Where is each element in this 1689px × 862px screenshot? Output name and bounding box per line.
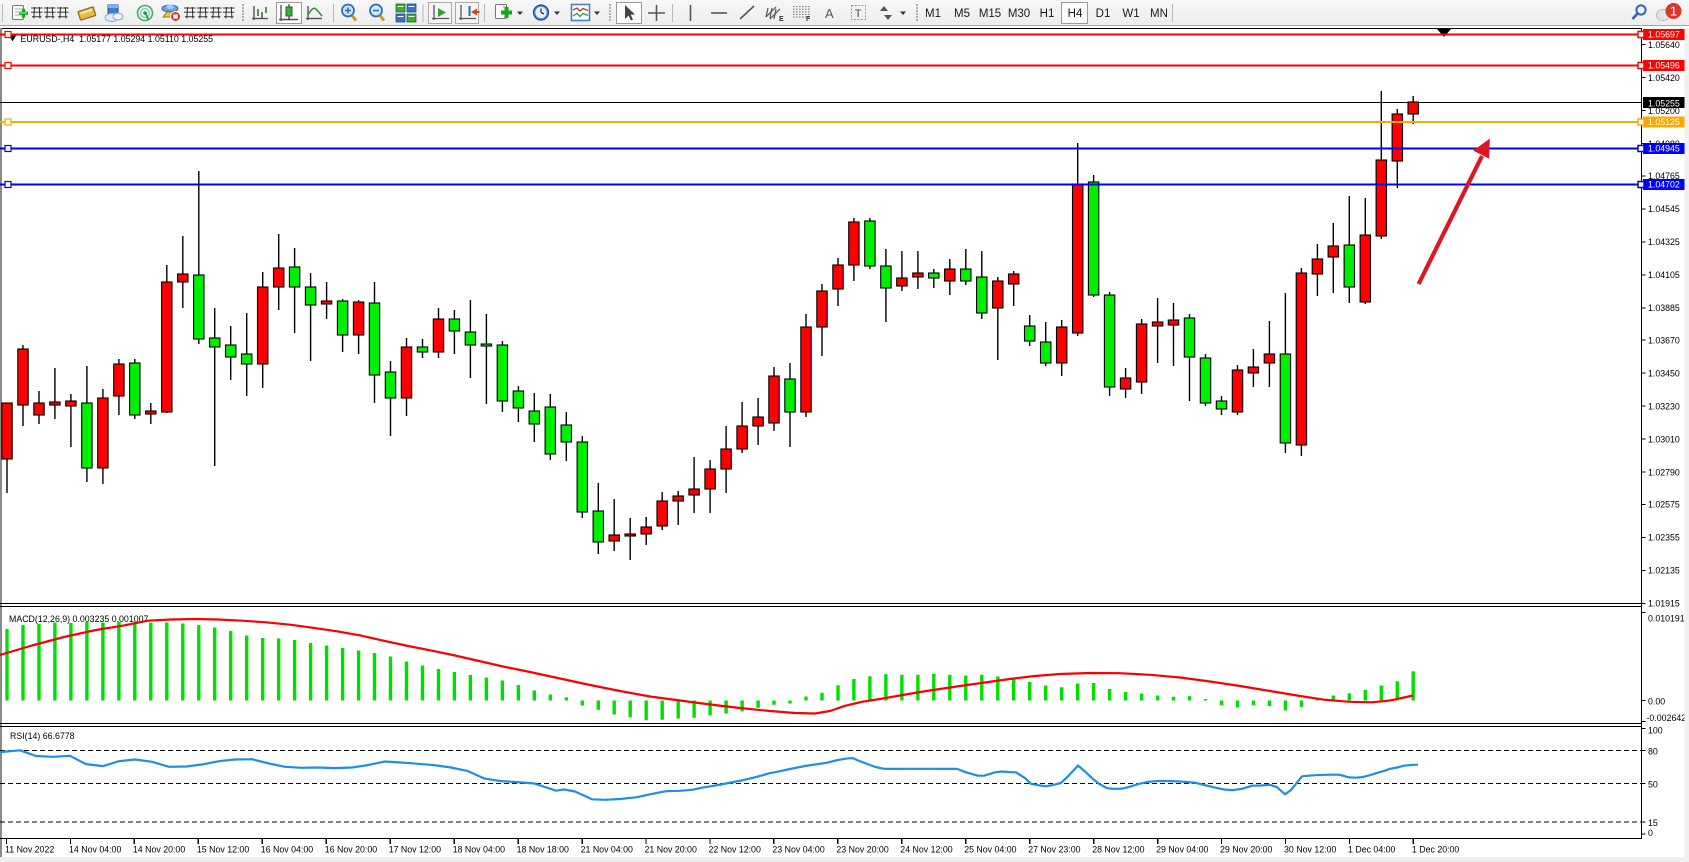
svg-text:1.02575: 1.02575 xyxy=(1648,500,1680,510)
svg-text:1.05697: 1.05697 xyxy=(1648,30,1680,40)
svg-text:28 Nov 12:00: 28 Nov 12:00 xyxy=(1092,844,1144,854)
svg-text:15: 15 xyxy=(1648,818,1658,828)
svg-text:16 Nov 20:00: 16 Nov 20:00 xyxy=(325,844,377,854)
svg-text:17 Nov 12:00: 17 Nov 12:00 xyxy=(389,844,441,854)
svg-text:25 Nov 04:00: 25 Nov 04:00 xyxy=(964,844,1016,854)
svg-text:1.04945: 1.04945 xyxy=(1648,144,1680,154)
svg-text:H1: H1 xyxy=(1040,8,1055,20)
svg-text:15 Nov 12:00: 15 Nov 12:00 xyxy=(197,844,249,854)
svg-text:1.04765: 1.04765 xyxy=(1648,171,1680,181)
svg-text:18 Nov 04:00: 18 Nov 04:00 xyxy=(453,844,505,854)
svg-text:100: 100 xyxy=(1648,726,1663,736)
svg-text:A: A xyxy=(825,6,834,21)
svg-text:1.05125: 1.05125 xyxy=(1648,117,1680,127)
svg-text:1.04702: 1.04702 xyxy=(1648,180,1680,190)
svg-text:0.00: 0.00 xyxy=(1648,697,1665,707)
svg-text:1.04545: 1.04545 xyxy=(1648,204,1680,214)
svg-text:27 Nov 23:00: 27 Nov 23:00 xyxy=(1028,844,1080,854)
svg-text:E: E xyxy=(779,16,784,23)
svg-text:1: 1 xyxy=(1670,4,1677,19)
svg-text:1.04105: 1.04105 xyxy=(1648,270,1680,280)
svg-text:H4: H4 xyxy=(1068,8,1083,20)
svg-text:T: T xyxy=(855,8,862,20)
svg-text:1.02790: 1.02790 xyxy=(1648,467,1680,477)
svg-text:21 Nov 04:00: 21 Nov 04:00 xyxy=(581,844,633,854)
svg-text:0.010191: 0.010191 xyxy=(1648,614,1685,624)
svg-text:16 Nov 04:00: 16 Nov 04:00 xyxy=(261,844,313,854)
svg-text:1.05420: 1.05420 xyxy=(1648,73,1680,83)
svg-text:23 Nov 04:00: 23 Nov 04:00 xyxy=(772,844,824,854)
svg-text:MACD(12,26,9) 0.003235 0.00100: MACD(12,26,9) 0.003235 0.001007 xyxy=(9,614,148,624)
svg-text:11 Nov 2022: 11 Nov 2022 xyxy=(5,844,54,854)
svg-text:50: 50 xyxy=(1648,779,1658,789)
svg-text:M15: M15 xyxy=(979,8,1001,20)
svg-text:23 Nov 20:00: 23 Nov 20:00 xyxy=(836,844,888,854)
svg-text:1.03010: 1.03010 xyxy=(1648,434,1680,444)
svg-text:14 Nov 04:00: 14 Nov 04:00 xyxy=(69,844,121,854)
svg-text:24 Nov 12:00: 24 Nov 12:00 xyxy=(900,844,952,854)
svg-text:14 Nov 20:00: 14 Nov 20:00 xyxy=(133,844,185,854)
svg-text:1.05255: 1.05255 xyxy=(1648,99,1680,109)
svg-text:1.03670: 1.03670 xyxy=(1648,335,1680,345)
svg-text:F: F xyxy=(806,16,811,23)
svg-text:29 Nov 04:00: 29 Nov 04:00 xyxy=(1156,844,1208,854)
svg-text:1.03230: 1.03230 xyxy=(1648,401,1680,411)
svg-text:1.01915: 1.01915 xyxy=(1648,599,1680,609)
svg-text:0: 0 xyxy=(1648,828,1653,838)
svg-text:18 Nov 18:00: 18 Nov 18:00 xyxy=(517,844,569,854)
svg-text:1.03885: 1.03885 xyxy=(1648,303,1680,313)
svg-text:1.05200: 1.05200 xyxy=(1648,106,1680,116)
svg-text:29 Nov 20:00: 29 Nov 20:00 xyxy=(1220,844,1272,854)
svg-text:1.02135: 1.02135 xyxy=(1648,566,1680,576)
svg-text:W1: W1 xyxy=(1122,8,1139,20)
svg-text:RSI(14) 66.6778: RSI(14) 66.6778 xyxy=(10,731,75,741)
svg-text:30 Nov 12:00: 30 Nov 12:00 xyxy=(1284,844,1336,854)
svg-text:M5: M5 xyxy=(954,8,970,20)
svg-text:1.03450: 1.03450 xyxy=(1648,368,1680,378)
svg-text:1 Dec 04:00: 1 Dec 04:00 xyxy=(1348,844,1396,854)
svg-text:21 Nov 20:00: 21 Nov 20:00 xyxy=(645,844,697,854)
svg-text:EURUSD-,H4 1.05177 1.05294 1.: EURUSD-,H4 1.05177 1.05294 1.05110 1.052… xyxy=(21,34,214,44)
svg-text:1 Dec 20:00: 1 Dec 20:00 xyxy=(1412,844,1460,854)
svg-text:-0.002642: -0.002642 xyxy=(1647,713,1687,723)
svg-text:MN: MN xyxy=(1150,8,1168,20)
svg-text:1.05640: 1.05640 xyxy=(1648,40,1680,50)
svg-text:1.05496: 1.05496 xyxy=(1648,61,1680,71)
svg-text:1.02355: 1.02355 xyxy=(1648,533,1680,543)
svg-text:D1: D1 xyxy=(1096,8,1111,20)
svg-text:M30: M30 xyxy=(1008,8,1030,20)
svg-text:80: 80 xyxy=(1648,746,1658,756)
svg-text:1.04325: 1.04325 xyxy=(1648,237,1680,247)
svg-text:22 Nov 12:00: 22 Nov 12:00 xyxy=(709,844,761,854)
svg-text:M1: M1 xyxy=(925,8,941,20)
